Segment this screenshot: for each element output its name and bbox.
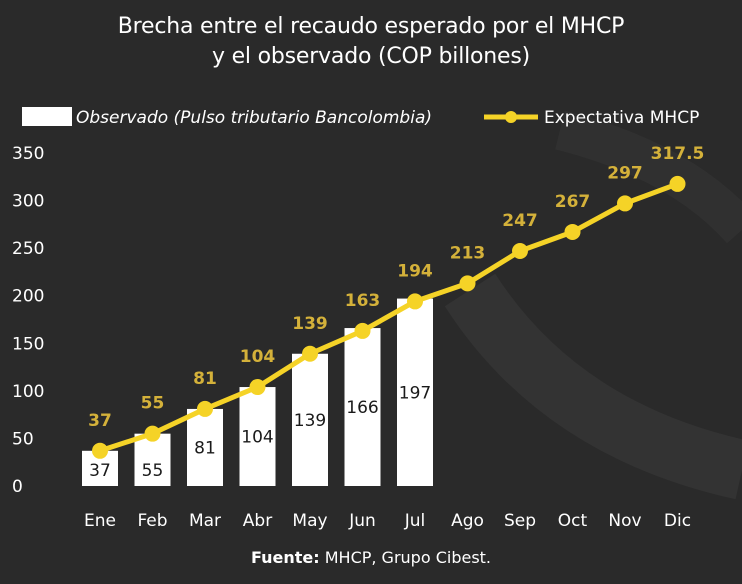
x-tick-label: Abr (243, 511, 272, 531)
line-point (92, 442, 108, 459)
x-tick-label: Jul (404, 511, 426, 531)
line-point (564, 223, 581, 240)
line-value-label: 104 (240, 347, 276, 367)
line-value-label: 139 (292, 314, 328, 334)
y-tick-label: 0 (12, 477, 23, 497)
x-tick-label: Oct (558, 511, 588, 531)
x-tick-label: Ago (451, 511, 484, 531)
line-point (669, 175, 686, 192)
line-value-label: 297 (607, 163, 643, 183)
line-labels: 37 55 81 104 139 163 194 213 247 267 297 317.5 (88, 144, 704, 431)
line-point (512, 242, 528, 259)
bar (292, 353, 328, 486)
source-note: Fuente: MHCP, Grupo Cibest. (0, 548, 742, 567)
source-prefix: Fuente: (250, 548, 320, 567)
x-tick-label: May (292, 511, 327, 531)
line-point (197, 400, 213, 417)
bar (239, 387, 276, 486)
line-point (354, 322, 371, 339)
line-expectativa (92, 175, 686, 459)
bar-value-label: 37 (89, 461, 111, 481)
y-tick-label: 200 (12, 287, 44, 307)
bar-value-label: 81 (194, 438, 216, 458)
bar-value-label: 104 (241, 428, 273, 448)
line-value-label: 213 (450, 243, 486, 263)
bars-observado (82, 298, 433, 486)
legend-swatch-marker-expectativa (505, 111, 517, 123)
line-value-label: 37 (88, 411, 112, 431)
line-point (302, 345, 318, 362)
y-tick-label: 350 (12, 144, 44, 164)
bar (344, 328, 381, 486)
line-value-label: 194 (397, 261, 433, 281)
bar-labels: 37 55 81 104 139 166 197 (89, 383, 431, 481)
chart-title-line-1: Brecha entre el recaudo esperado por el … (117, 14, 625, 39)
source-text: MHCP, Grupo Cibest. (319, 548, 492, 567)
y-tick-label: 250 (12, 239, 44, 259)
y-tick-label: 100 (12, 382, 44, 402)
y-tick-label: 300 (12, 192, 44, 212)
bar-value-label: 55 (142, 461, 164, 481)
line-value-label: 267 (555, 192, 591, 212)
legend-label-observado: Observado (Pulso tributario Bancolombia) (76, 108, 432, 128)
x-tick-label: Ene (84, 511, 116, 531)
bar (397, 298, 433, 486)
line-value-label: 247 (502, 211, 538, 231)
x-tick-label: Sep (504, 511, 536, 531)
bar-value-label: 166 (346, 398, 378, 418)
legend: Observado (Pulso tributario Bancolombia)… (22, 107, 699, 128)
x-tick-label: Mar (189, 511, 221, 531)
line-point (249, 379, 266, 396)
legend-swatch-observado (22, 107, 72, 126)
chart-title-line-2: y el observado (COP billones) (211, 44, 531, 69)
line-point (407, 293, 423, 310)
x-tick-label: Nov (608, 511, 641, 531)
x-tick-label: Jun (348, 511, 376, 531)
line-point (459, 275, 476, 292)
x-axis: Ene Feb Mar Abr May Jun Jul Ago Sep Oct Nov Dic (84, 511, 691, 531)
bar-value-label: 139 (294, 411, 326, 431)
line-point (617, 195, 633, 212)
y-tick-label: 150 (12, 334, 44, 354)
y-tick-label: 50 (12, 429, 34, 449)
y-axis: 0 50 100 150 200 250 300 350 (12, 144, 44, 497)
x-tick-label: Feb (137, 511, 167, 531)
legend-label-expectativa: Expectativa MHCP (544, 108, 699, 128)
bar-value-label: 197 (399, 383, 431, 403)
line-value-label: 55 (141, 394, 165, 414)
x-tick-label: Dic (664, 511, 691, 531)
series-line (99, 181, 679, 454)
bar (134, 433, 171, 486)
bar (187, 408, 223, 486)
line-value-label: 81 (193, 369, 217, 389)
line-value-label: 163 (345, 291, 381, 311)
line-point (144, 425, 161, 442)
line-value-label: 317.5 (651, 144, 705, 164)
